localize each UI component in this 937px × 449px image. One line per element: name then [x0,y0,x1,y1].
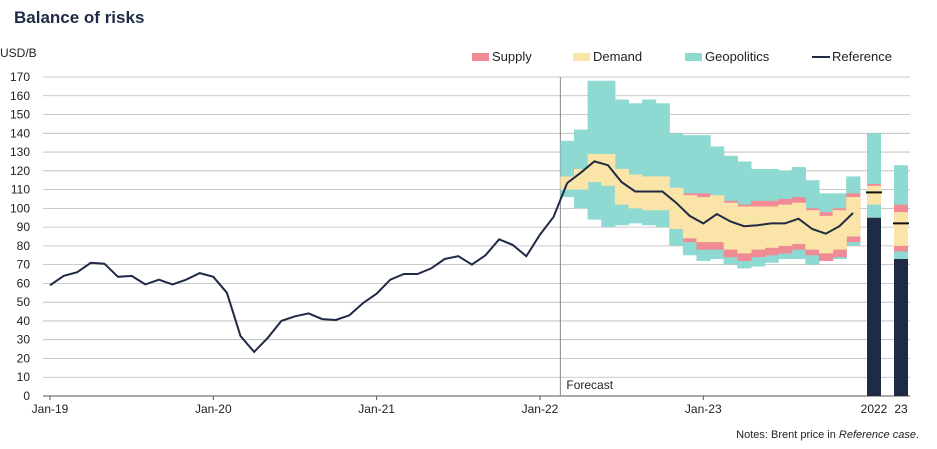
geopolitics-band-segment [587,80,602,220]
chart-title: Balance of risks [14,8,145,27]
y-tick-label: 80 [17,239,31,253]
y-tick-label: 50 [17,295,31,309]
demand-band-segment [601,153,616,186]
demand-band-segment [778,204,793,246]
y-axis-ticks: 0 10 20 30 40 50 60 70 80 90 100 110 120 130 140 150 160… [10,70,30,403]
y-tick-label: 40 [17,314,31,328]
x-tick-label: Jan-22 [522,402,559,416]
bar-value [894,259,908,396]
demand-band-segment [846,197,861,237]
demand-band-segment [587,153,602,183]
geopolitics-band-segment [614,99,630,226]
y-tick-label: 30 [17,333,31,347]
x-tick-label: Jan-20 [195,402,232,416]
y-tick-label: 0 [23,389,30,403]
bar-geopolitics [867,133,881,218]
y-tick-label: 90 [17,220,31,234]
notes-italic: Reference case [838,429,916,441]
chart-notes: Notes: Brent price in Reference case. [736,429,919,441]
demand-band-segment [832,210,847,250]
y-axis-label: USD/B [0,46,37,60]
demand-band-segment [655,176,670,211]
y-tick-label: 60 [17,276,31,290]
bar-year-label: 23 [894,402,908,416]
demand-band-segment [764,206,779,248]
legend-label: Supply [492,49,532,64]
bar-year-label: 2022 [861,402,888,416]
risk-bands [560,80,861,269]
legend: Supply Demand Geopolitics Reference [472,49,892,64]
x-axis-ticks: Jan-19 Jan-20 Jan-21 Jan-22 Jan-23 2022 23 [32,396,908,416]
y-tick-label: 130 [10,145,30,159]
demand-band-segment [737,206,752,254]
x-tick-label: Jan-19 [32,402,69,416]
bar-value [867,217,881,396]
forecast-label: Forecast [566,378,613,392]
legend-swatch [685,53,702,61]
demand-band-segment [710,195,725,243]
demand-band-segment [642,176,657,211]
demand-band-segment [696,197,711,243]
price-lines [49,160,854,354]
legend-swatch [472,53,489,61]
x-tick-label: Jan-23 [685,402,722,416]
history-price-line [49,182,569,354]
y-tick-label: 100 [10,201,30,215]
y-tick-label: 10 [17,370,31,384]
demand-band-segment [791,202,806,245]
y-tick-label: 140 [10,126,30,140]
y-tick-label: 150 [10,108,30,122]
y-tick-label: 170 [10,70,30,84]
bar-demand [867,185,881,205]
legend-label: Geopolitics [705,49,770,64]
y-tick-label: 120 [10,164,30,178]
x-tick-label: Jan-21 [358,402,395,416]
demand-band-segment [750,206,766,250]
legend-label: Demand [593,49,642,64]
demand-band-segment [723,202,738,250]
bar-demand [894,212,908,246]
y-tick-label: 110 [11,183,30,197]
notes-suffix: . [915,429,919,441]
demand-band-segment [669,187,684,229]
y-tick-label: 70 [17,258,31,272]
y-tick-label: 20 [17,351,31,365]
year-bars [866,133,909,396]
notes-text: Notes: Brent price in [736,429,839,441]
reference-forecast-line [566,160,854,235]
y-tick-label: 160 [10,89,30,103]
legend-swatch [573,53,590,61]
legend-label: Reference [832,49,892,64]
